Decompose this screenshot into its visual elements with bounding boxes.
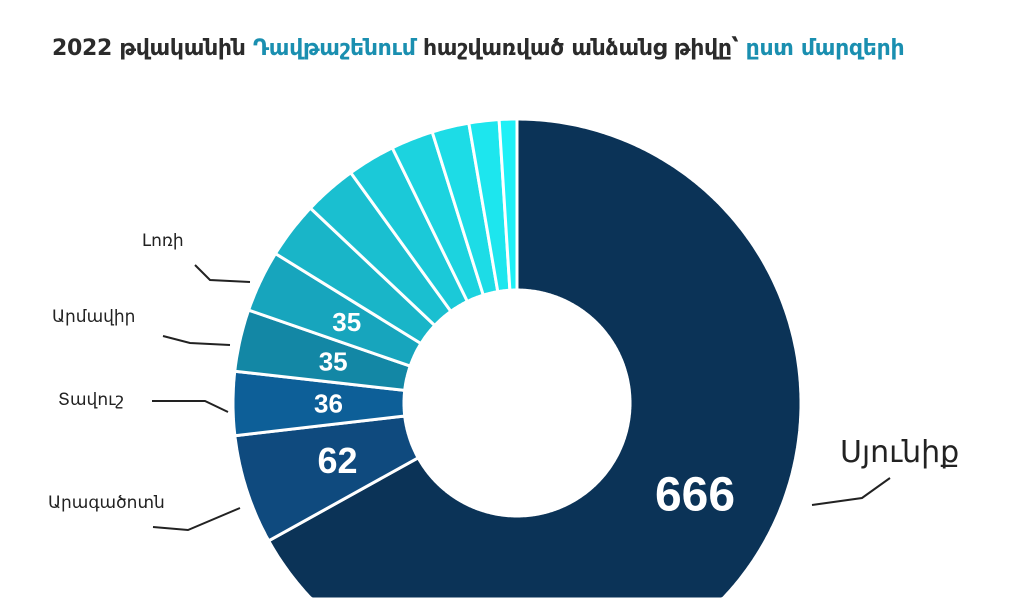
label-syunik: Սյունիք: [840, 435, 959, 470]
title-text-2: հաշվառված անձանց թիվը՝: [415, 36, 746, 61]
leader-lori: [194, 264, 251, 283]
title-highlight-place: Դավթաշենում: [252, 36, 416, 61]
leader-tavush: [152, 400, 229, 413]
leader-syunik: [811, 477, 891, 506]
label-tavush: Տավուշ: [58, 390, 124, 410]
title-text: 2022 թվականին: [52, 36, 253, 61]
value-label: 36: [314, 388, 343, 418]
title-highlight-regions: ըստ մարզերի: [745, 36, 905, 61]
label-armavir: Արմավիր: [52, 307, 135, 327]
value-label: 35: [332, 307, 361, 337]
value-label: 666: [655, 469, 735, 522]
leader-armavir: [162, 335, 231, 346]
label-lori: Լոռի: [142, 231, 184, 251]
value-label: 62: [318, 440, 358, 481]
chart-title: 2022 թվականին Դավթաշենում հաշվառված անձա…: [52, 34, 972, 64]
value-label: 35: [319, 346, 348, 376]
label-aragatsotn: Արագածոտն: [48, 493, 165, 513]
leader-aragatsotn: [152, 507, 241, 532]
slice-unlabeled-11: [497, 117, 519, 292]
